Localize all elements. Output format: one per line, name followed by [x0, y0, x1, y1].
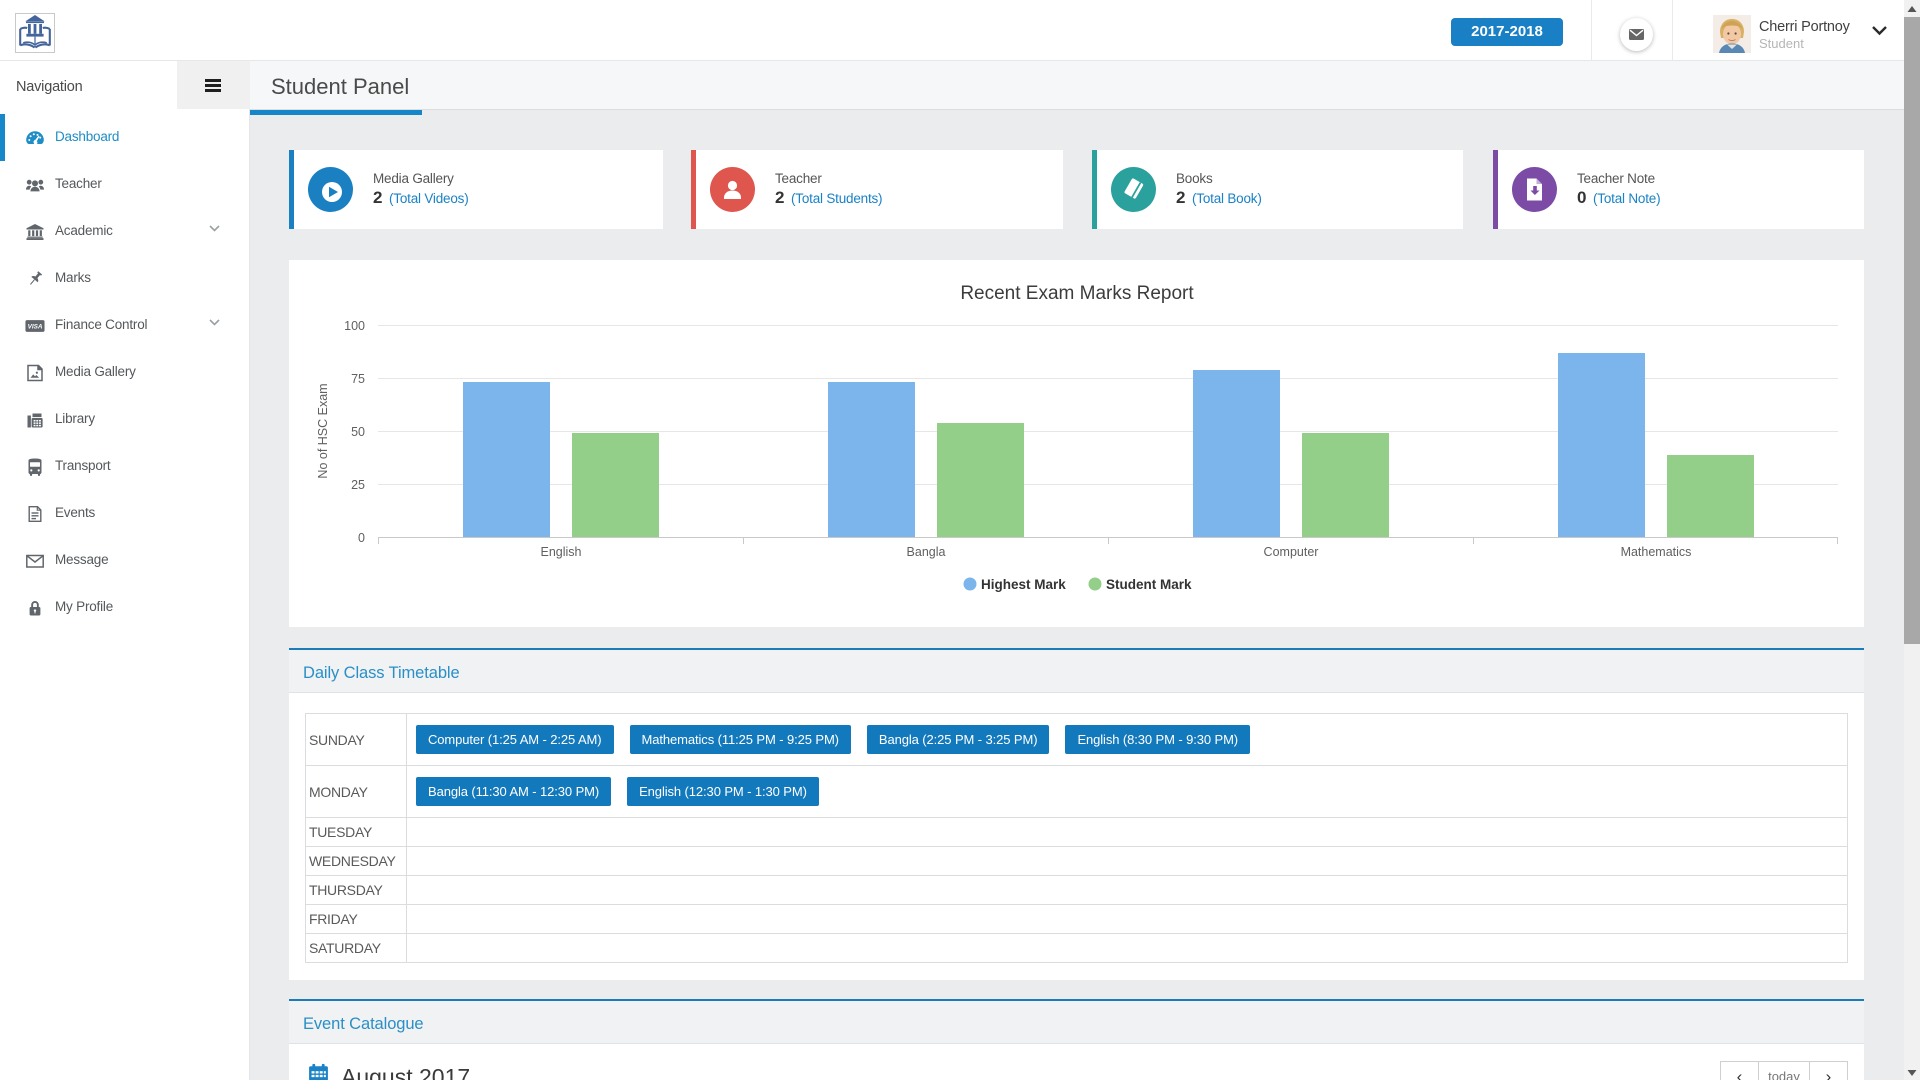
svg-text:Computer: Computer	[1264, 545, 1319, 559]
svg-text:VISA: VISA	[28, 323, 43, 330]
svg-text:100: 100	[344, 319, 365, 333]
svg-text:Student Mark: Student Mark	[1106, 577, 1192, 592]
svg-text:75: 75	[351, 372, 365, 386]
svg-text:No of HSC Exam: No of HSC Exam	[316, 383, 330, 478]
svg-text:Mathematics: Mathematics	[1621, 545, 1692, 559]
svg-text:0: 0	[358, 531, 365, 545]
svg-text:25: 25	[351, 478, 365, 492]
svg-text:Recent Exam Marks Report: Recent Exam Marks Report	[960, 283, 1194, 304]
svg-text:50: 50	[351, 425, 365, 439]
svg-text:English: English	[541, 545, 582, 559]
svg-text:Highest Mark: Highest Mark	[981, 577, 1066, 592]
svg-text:Bangla: Bangla	[907, 545, 946, 559]
